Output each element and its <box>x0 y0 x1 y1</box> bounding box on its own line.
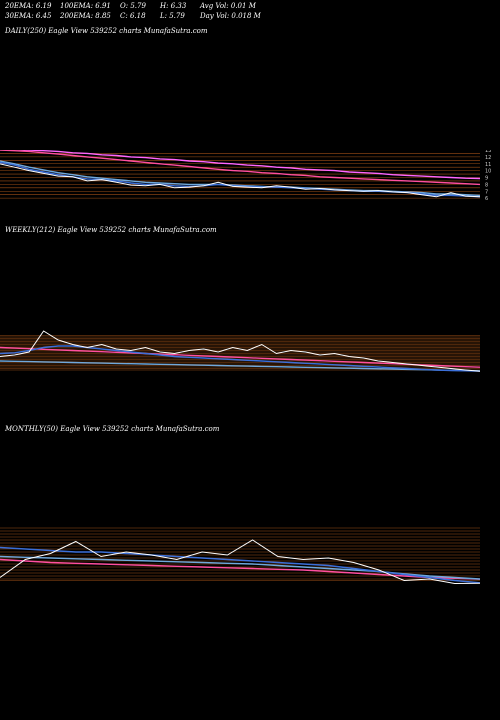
ema200-label: 200EMA: 8.85 <box>60 12 111 20</box>
ema-line-c <box>0 150 481 186</box>
ema-line-a <box>0 345 481 372</box>
ema-line-c <box>0 558 481 580</box>
y-tick-label: 9 <box>485 176 488 182</box>
day-vol-label: Day Vol: 0.018 M <box>200 12 261 20</box>
price-line <box>0 330 481 372</box>
daily-panel-title: DAILY(250) Eagle View 539252 charts Muna… <box>5 27 208 35</box>
monthly-panel-title: MONTHLY(50) Eagle View 539252 charts Mun… <box>5 425 220 433</box>
price-line <box>0 539 481 585</box>
y-tick-label: 13 <box>485 150 491 154</box>
ema-line-a <box>0 546 481 584</box>
low-label: L: 5.79 <box>160 12 185 20</box>
y-tick-label: 6 <box>485 196 488 202</box>
y-tick-label: 8 <box>485 182 488 188</box>
y-tick-label: 11 <box>485 162 491 168</box>
ema20-label: 20EMA: 6.19 <box>5 2 52 10</box>
ema-line-d <box>14 150 481 180</box>
ema-line-b <box>0 160 481 197</box>
ema100-label: 100EMA: 6.91 <box>60 2 111 10</box>
high-label: H: 6.33 <box>160 2 187 10</box>
ema-line-b <box>0 360 481 372</box>
y-tick-label: 12 <box>485 155 491 161</box>
ema-line-c <box>0 346 481 368</box>
avg-vol-label: Avg Vol: 0.01 M <box>200 2 256 10</box>
y-tick-label: 7 <box>485 189 488 195</box>
weekly-panel-title: WEEKLY(212) Eagle View 539252 charts Mun… <box>5 226 217 234</box>
y-tick-label: 10 <box>485 169 491 175</box>
close-label: C: 6.18 <box>120 12 146 20</box>
price-line <box>0 163 481 198</box>
open-label: O: 5.79 <box>120 2 146 10</box>
monthly-chart <box>0 527 481 585</box>
weekly-chart <box>0 330 481 372</box>
ema30-label: 30EMA: 6.45 <box>5 12 52 20</box>
